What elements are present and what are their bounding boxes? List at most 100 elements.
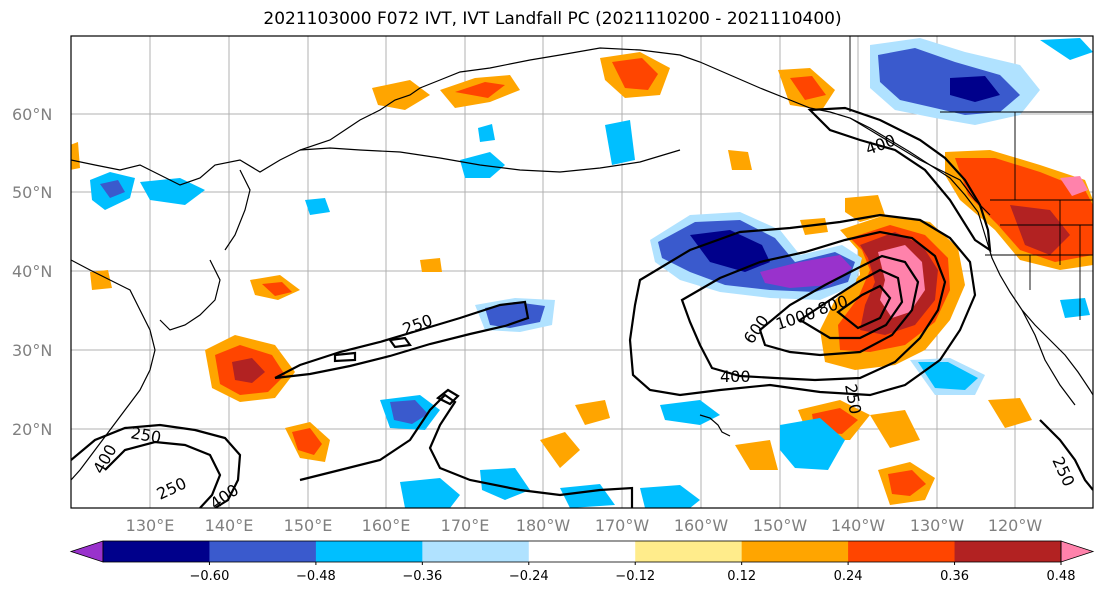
lat-label: 40°N — [12, 262, 52, 281]
negative-region — [760, 255, 852, 288]
positive-region — [232, 358, 265, 383]
colorbar — [69, 540, 1095, 563]
coastlines — [71, 47, 1093, 481]
colorbar-tick-label: −0.12 — [615, 569, 655, 584]
lon-label: 170°E — [441, 516, 490, 535]
negative-region — [100, 180, 125, 198]
colorbar-labels: −0.60 −0.48 −0.36 −0.24 −0.12 0.12 0.24 0.36 0.4… — [190, 562, 1076, 584]
lon-label: 120°W — [988, 516, 1043, 535]
positive-region — [90, 270, 112, 290]
negative-region — [390, 400, 428, 424]
lon-label: 180°W — [516, 516, 571, 535]
borders — [849, 36, 1093, 320]
lon-label: 150°W — [753, 516, 808, 535]
negative-region — [1060, 298, 1090, 318]
positive-region — [540, 432, 580, 468]
colorbar-segment — [209, 541, 317, 562]
positive-region — [790, 76, 826, 100]
positive-region — [455, 82, 505, 98]
contour-250-far-east — [1039, 419, 1093, 491]
colorbar-segment — [103, 541, 210, 562]
colorbar-tick-label: 0.48 — [1047, 569, 1076, 584]
positive-region — [612, 58, 658, 90]
contour-1000 — [836, 284, 892, 330]
positive-region — [71, 142, 80, 170]
map-title: 2021103000 F072 IVT, IVT Landfall PC (20… — [263, 9, 842, 29]
negative-region — [660, 400, 720, 425]
latitude-labels: 60°N 50°N 40°N 30°N 20°N — [12, 105, 52, 439]
lon-label: 160°E — [362, 516, 411, 535]
lon-label: 140°E — [205, 516, 254, 535]
negative-region — [918, 362, 978, 390]
negative-region — [305, 198, 330, 215]
colorbar-tick-label: 0.24 — [834, 569, 863, 584]
negative-region — [400, 478, 460, 508]
positive-region — [728, 150, 752, 170]
lon-label: 150°E — [284, 516, 333, 535]
negative-region — [950, 76, 1000, 102]
colorbar-extension-low — [69, 540, 104, 563]
negative-region — [1040, 38, 1093, 60]
negative-region — [140, 178, 205, 205]
negative-region — [605, 120, 635, 165]
lat-label: 20°N — [12, 420, 52, 439]
colorbar-segment — [954, 541, 1062, 562]
contour-400-north — [807, 106, 992, 253]
colorbar-segment — [848, 541, 956, 562]
contour-400-south — [104, 440, 222, 508]
lon-label: 160°W — [674, 516, 729, 535]
positive-region — [888, 470, 926, 496]
longitude-labels: 130°E 140°E 150°E 160°E 170°E 180°W 170°… — [126, 516, 1043, 535]
negative-region — [780, 418, 845, 470]
colorbar-outline — [102, 540, 1062, 563]
positive-region — [735, 440, 778, 470]
map-frame — [70, 35, 1094, 509]
lat-label: 30°N — [12, 341, 52, 360]
contour-label: 400 — [720, 367, 751, 386]
positive-region — [575, 400, 610, 425]
negative-region — [485, 302, 545, 328]
colorbar-segment — [741, 541, 849, 562]
lon-label: 130°E — [126, 516, 175, 535]
ivt-pc-shading — [71, 38, 1093, 508]
contour-250-south — [71, 423, 242, 508]
contour-small — [388, 336, 412, 349]
positive-region — [800, 218, 828, 235]
lon-label: 130°W — [910, 516, 965, 535]
contour-600 — [758, 254, 920, 357]
positive-region — [870, 410, 920, 448]
positive-region — [292, 428, 322, 455]
colorbar-tick-label: 0.36 — [940, 569, 969, 584]
contour-small — [333, 351, 357, 363]
negative-region — [480, 468, 530, 500]
colorbar-tick-label: −0.36 — [402, 569, 442, 584]
contour-800 — [797, 268, 904, 340]
colorbar-extension-high — [1060, 540, 1095, 563]
lat-label: 50°N — [12, 183, 52, 202]
contour-small — [435, 388, 460, 406]
colorbar-tick-label: −0.60 — [190, 569, 230, 584]
lon-label: 140°W — [831, 516, 886, 535]
positive-region — [420, 258, 442, 272]
positive-region — [1060, 176, 1088, 196]
colorbar-tick-label: −0.48 — [296, 569, 336, 584]
lat-label: 60°N — [12, 105, 52, 124]
lon-label: 170°W — [595, 516, 650, 535]
positive-region — [988, 398, 1032, 428]
colorbar-tick-label: −0.24 — [509, 569, 549, 584]
ivt-contours — [71, 106, 1093, 508]
positive-region — [262, 282, 292, 296]
positive-region — [1010, 205, 1070, 255]
negative-region — [690, 230, 770, 272]
colorbar-segment — [422, 541, 530, 562]
contour-250-mid — [299, 393, 634, 508]
colorbar-segment — [635, 541, 743, 562]
contour-250-east — [628, 213, 977, 397]
negative-region — [478, 124, 495, 142]
negative-region — [640, 485, 700, 508]
colorbar-segment — [528, 541, 636, 562]
positive-region — [372, 80, 430, 110]
colorbar-segment — [315, 541, 423, 562]
contour-400 — [680, 230, 947, 382]
